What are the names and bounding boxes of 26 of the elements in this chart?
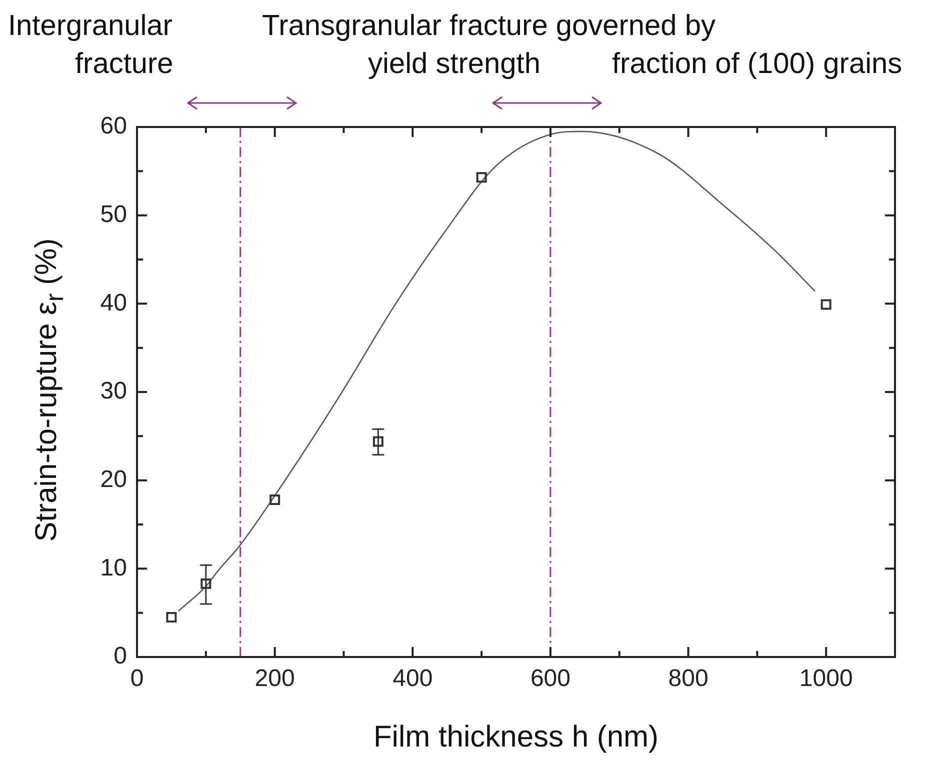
x-axis-title: Film thickness h (nm): [373, 720, 659, 754]
point: [476, 172, 487, 183]
y-tick-label: 50: [100, 200, 127, 228]
text: yield strength: [368, 48, 540, 80]
x-tick-label: 600: [530, 665, 570, 692]
point: [200, 578, 212, 589]
text: Transgranular fracture governed by: [262, 10, 716, 42]
x-tick-label: 1000: [799, 665, 853, 692]
point: [270, 494, 280, 506]
y-tick-label: 60: [100, 112, 127, 140]
text: fracture: [75, 48, 174, 80]
point: [372, 436, 384, 447]
line-series: [178, 130, 816, 612]
y-tick-label: 30: [100, 378, 127, 405]
x-tick-label: 200: [254, 665, 295, 692]
y-tick-label: 20: [100, 466, 127, 493]
point: [820, 299, 832, 310]
text: fraction of (100) grains: [612, 48, 902, 80]
y-tick-label: 0: [114, 642, 127, 670]
point: [166, 612, 177, 622]
y-tick-label: 10: [100, 554, 127, 582]
x-tick-label: 800: [668, 665, 708, 692]
y-tick-label: 40: [100, 289, 127, 316]
text: Intergranular: [8, 10, 172, 42]
x-tick-label: 400: [392, 665, 433, 692]
x-tick-label: 0: [130, 665, 144, 692]
